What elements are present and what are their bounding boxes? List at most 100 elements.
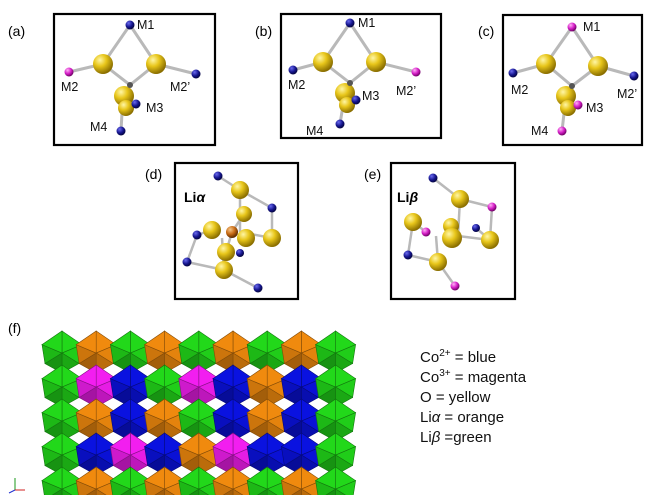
polyhedron-face [280,330,302,354]
site-label-m2: M2 [61,80,78,94]
site-label-m1: M1 [358,16,375,30]
co3-atom [421,227,431,237]
site-label-m4: M4 [531,124,548,138]
oxygen-atom [118,100,134,116]
polyhedron [109,330,152,374]
oxygen-atom [231,181,249,199]
co2-atom-m1 [125,20,135,30]
co3-atom [487,202,497,212]
oxygen-atom [236,206,252,222]
co2-atom-m4 [116,126,126,136]
polyhedron-face [109,398,131,422]
site-label-m1: M1 [137,18,154,32]
polyhedron-face [280,466,302,490]
co2-atom [253,283,263,293]
oxygen-atom [451,190,469,208]
polyhedron-face [109,466,131,490]
co2-atom [182,257,192,267]
polyhedron-face [314,432,336,456]
panel-tag-a: (a) [8,23,25,39]
panel-e: (e) Liβ [364,161,517,301]
legend-entry: Co2+ = blue [420,348,496,366]
oxygen-atom [404,213,422,231]
polyhedron-face [143,330,165,354]
polyhedron-face [314,398,336,422]
panel-frame-d [173,161,300,301]
oxygen-atom [560,100,576,116]
polyhedron [280,364,323,408]
co2-atom [213,171,223,181]
polyhedron-face [178,330,200,354]
oxygen-atom [215,261,233,279]
co3-atom [450,281,460,291]
polyhedron-face [75,466,97,490]
polyhedron-face [314,364,336,388]
co2-atom-m2p [191,69,201,79]
site-label-m4: M4 [90,120,107,134]
panel-d: (d) Liα [145,161,300,301]
polyhedron-face [212,432,234,456]
legend-entry: O = yellow [420,389,491,406]
panel-frame-a [52,12,217,147]
legend-entry: Co3+ = magenta [420,368,527,386]
oxygen-atom [429,253,447,271]
polyhedron-face [41,432,63,456]
co2-atom [236,249,244,257]
site-label-m2: M2 [511,83,528,97]
co3-atom-m2 [64,67,74,77]
panel-b: (b) M1 M2 M2’ M3 M4 [255,12,443,140]
panel-title-d: Liα [184,189,206,205]
polyhedron-face [314,330,336,354]
site-label-m2p: M2’ [617,87,637,101]
polyhedron-face [280,398,302,422]
bonds-a [68,24,197,132]
polyhedron-face [178,466,200,490]
oxygen-atom [146,54,166,74]
polyhedron-face [109,364,131,388]
co2-atom-m4 [335,119,345,129]
co3-atom-m3 [573,100,583,110]
polyhedron-face [246,432,268,456]
oxygen-atom [442,228,462,248]
site-label-m2p: M2’ [170,80,190,94]
li-alpha-atom [226,226,238,238]
polyhedron-face [178,432,200,456]
panel-tag-d: (d) [145,166,162,182]
bonds-b [292,22,417,125]
polyhedron-face [280,432,302,456]
polyhedron [314,466,357,500]
panel-tag-c: (c) [478,23,494,39]
co3-atom-m2p [411,67,421,77]
polyhedra-lattice [41,330,357,500]
panel-tag-f: (f) [8,320,21,336]
polyhedron-face [212,330,234,354]
bonds-c [512,26,635,132]
panel-frame-c [501,13,644,147]
site-label-m2: M2 [288,78,305,92]
co2-atom [267,203,277,213]
co2-atom [192,230,202,240]
co2-atom [428,173,438,183]
co3-atom [127,82,133,88]
polyhedron-face [178,398,200,422]
oxygen-atom [339,97,355,113]
panel-frame-e [389,161,517,301]
polyhedron-face [75,330,97,354]
polyhedron-face [212,466,234,490]
polyhedron-face [41,330,63,354]
polyhedron-face [178,364,200,388]
co2-atom-m3 [131,99,141,109]
legend: Co2+ = blue Co3+ = magenta O = yellow Liα =… [420,348,527,446]
polyhedron-face [75,432,97,456]
co3-atom [347,80,353,86]
co3-atom-m4 [557,126,567,136]
oxygen-atom [203,221,221,239]
site-label-m1: M1 [583,20,600,34]
panel-frame-b [279,12,443,140]
polyhedron-face [246,330,268,354]
polyhedron-face [75,398,97,422]
co2-atom-m2p [629,71,639,81]
oxygen-atom [217,243,235,261]
co2-atom-m1 [345,18,355,28]
